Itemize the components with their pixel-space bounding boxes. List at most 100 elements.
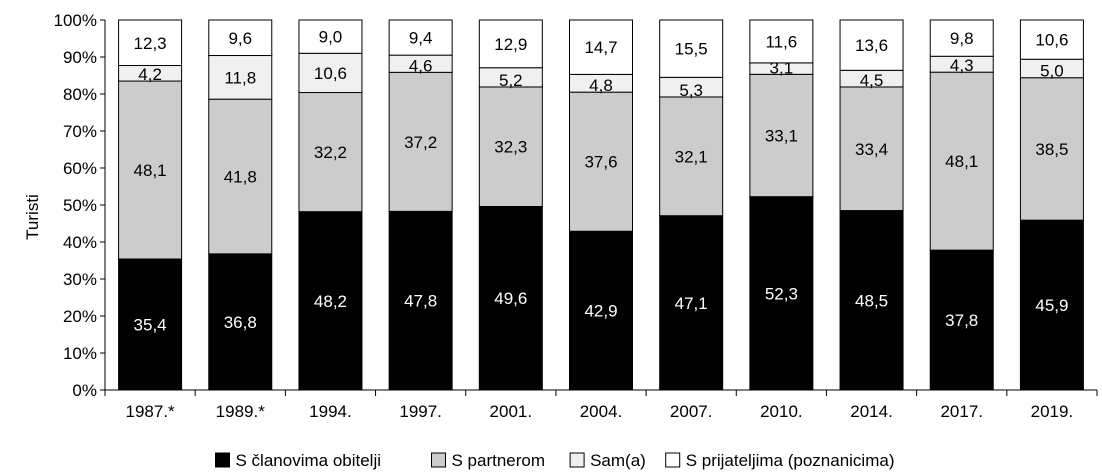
x-tick-label: 2010. bbox=[760, 402, 803, 421]
bar-segment bbox=[1019, 219, 1084, 391]
data-label: 47,1 bbox=[675, 294, 708, 313]
data-label: 4,8 bbox=[589, 76, 613, 95]
data-label: 12,9 bbox=[494, 35, 527, 54]
bar-segment bbox=[569, 230, 633, 391]
bar-segment bbox=[208, 98, 273, 255]
bar-segment bbox=[659, 215, 724, 391]
data-label: 5,0 bbox=[1040, 62, 1064, 81]
data-label: 48,5 bbox=[855, 291, 888, 310]
y-tick-label: 80% bbox=[63, 85, 97, 104]
x-tick-label: 1987.* bbox=[126, 402, 176, 421]
data-label: 32,3 bbox=[494, 138, 527, 157]
legend-swatch bbox=[569, 452, 585, 468]
y-tick-label: 40% bbox=[63, 233, 97, 252]
bar-segment bbox=[569, 91, 633, 232]
x-tick-label: 1997. bbox=[399, 402, 442, 421]
y-tick-label: 10% bbox=[63, 344, 97, 363]
data-label: 36,8 bbox=[224, 313, 257, 332]
data-label: 13,6 bbox=[855, 36, 888, 55]
bar-segment bbox=[388, 71, 453, 212]
data-label: 33,1 bbox=[765, 127, 798, 146]
data-label: 47,8 bbox=[404, 292, 437, 311]
bar-segment bbox=[388, 210, 453, 391]
data-label: 38,5 bbox=[1035, 140, 1068, 159]
data-label: 10,6 bbox=[1035, 31, 1068, 50]
bar-segment bbox=[929, 19, 994, 57]
data-label: 14,7 bbox=[584, 38, 617, 57]
legend-label: Sam(a) bbox=[590, 451, 646, 470]
data-label: 10,6 bbox=[314, 64, 347, 83]
data-label: 41,8 bbox=[224, 168, 257, 187]
y-tick-label: 90% bbox=[63, 48, 97, 67]
bar-segment bbox=[929, 249, 994, 391]
legend: S članovima obitelji S partnerom Sam(a) S p… bbox=[215, 451, 895, 470]
data-label: 11,6 bbox=[765, 32, 797, 51]
y-axis-title: Turisti bbox=[23, 194, 42, 240]
x-tick-label: 1989.* bbox=[216, 402, 266, 421]
x-tick-label: 2004. bbox=[580, 402, 623, 421]
data-label: 4,5 bbox=[860, 71, 884, 90]
y-tick-label: 30% bbox=[63, 270, 97, 289]
bar-segment bbox=[929, 71, 994, 251]
bar-segment bbox=[839, 86, 904, 212]
bar-segment bbox=[569, 19, 633, 75]
x-tick-label: 1994. bbox=[309, 402, 352, 421]
data-label: 15,5 bbox=[675, 40, 708, 59]
data-label: 48,1 bbox=[134, 161, 167, 180]
bar-segment bbox=[839, 210, 904, 391]
data-label: 9,0 bbox=[319, 28, 343, 47]
y-tick-label: 60% bbox=[63, 159, 97, 178]
data-label: 12,3 bbox=[134, 34, 167, 53]
bar-segment bbox=[659, 96, 724, 217]
bar-segment bbox=[659, 19, 724, 78]
data-label: 9,4 bbox=[409, 29, 433, 48]
data-label: 52,3 bbox=[765, 284, 798, 303]
data-label: 37,2 bbox=[404, 133, 437, 152]
bar-segment bbox=[478, 205, 543, 391]
data-label: 4,3 bbox=[950, 56, 974, 75]
bar-segment bbox=[478, 86, 543, 207]
legend-swatch bbox=[431, 452, 446, 468]
bar-segment bbox=[118, 80, 183, 260]
data-label: 4,2 bbox=[138, 65, 162, 84]
y-tick-label: 70% bbox=[63, 122, 97, 141]
data-label: 37,6 bbox=[584, 153, 617, 172]
bar-segment bbox=[749, 19, 814, 64]
data-label: 45,9 bbox=[1035, 296, 1068, 315]
bars-group: 35,4 48,1 4,2 12,3 36,8 41,8 11,8 9,6 48,2 32,2 10… bbox=[118, 19, 1084, 391]
data-label: 33,4 bbox=[855, 140, 888, 159]
bar-segment bbox=[298, 211, 363, 391]
data-label: 35,4 bbox=[134, 316, 167, 335]
data-label: 32,1 bbox=[675, 147, 708, 166]
data-label: 32,2 bbox=[314, 143, 347, 162]
data-label: 5,2 bbox=[499, 71, 523, 90]
legend-swatch bbox=[665, 452, 681, 468]
y-tick-label: 20% bbox=[63, 307, 97, 326]
data-label: 48,2 bbox=[314, 292, 347, 311]
bar-segment bbox=[388, 19, 453, 56]
x-tick-label: 2007. bbox=[670, 402, 713, 421]
data-label: 4,6 bbox=[409, 56, 433, 75]
data-label: 5,3 bbox=[679, 81, 703, 100]
y-axis: 0% 10% 20% 30% 40% 50% 60% 70% 80% 90% 100% bbox=[54, 11, 106, 400]
bar-segment bbox=[208, 19, 273, 57]
data-label: 42,9 bbox=[584, 302, 617, 321]
bar-segment bbox=[118, 19, 183, 67]
data-label: 11,8 bbox=[224, 68, 256, 87]
y-tick-label: 100% bbox=[54, 11, 97, 30]
legend-label: S članovima obitelji bbox=[236, 451, 382, 470]
bar-segment bbox=[1019, 19, 1084, 60]
legend-label: S partnerom bbox=[452, 451, 546, 470]
bar-segment bbox=[839, 19, 904, 71]
data-label: 49,6 bbox=[494, 289, 527, 308]
bar-segment bbox=[298, 19, 363, 54]
legend-label: S prijateljima (poznanicima) bbox=[686, 451, 895, 470]
legend-swatch bbox=[215, 452, 230, 468]
y-tick-label: 0% bbox=[72, 381, 97, 400]
x-tick-label: 2019. bbox=[1031, 402, 1074, 421]
data-label: 9,8 bbox=[950, 29, 974, 48]
bar-segment bbox=[208, 55, 273, 100]
x-tick-label: 2014. bbox=[850, 402, 893, 421]
bar-segment bbox=[298, 52, 363, 94]
